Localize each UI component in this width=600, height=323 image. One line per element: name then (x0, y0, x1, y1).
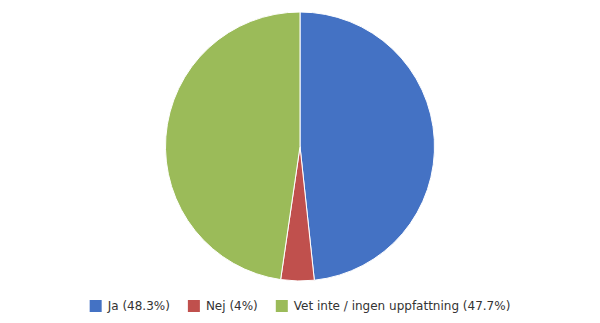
pie (166, 12, 435, 281)
legend-swatch (188, 300, 200, 312)
legend: Ja (48.3%) Nej (4%) Vet inte / ingen uppfa… (90, 299, 511, 313)
legend-swatch (90, 300, 102, 312)
chart: Ja (48.3%) Nej (4%) Vet inte / ingen uppfa… (0, 0, 600, 323)
legend-item: Nej (4%) (188, 299, 258, 313)
legend-swatch (276, 300, 288, 312)
pie-slice (166, 12, 300, 280)
pie-slice (300, 12, 434, 280)
legend-label: Ja (48.3%) (107, 299, 170, 313)
legend-label: Nej (4%) (206, 299, 258, 313)
legend-item: Vet inte / ingen uppfattning (47.7%) (276, 299, 511, 313)
legend-label: Vet inte / ingen uppfattning (47.7%) (294, 299, 511, 313)
legend-item: Ja (48.3%) (90, 299, 170, 313)
